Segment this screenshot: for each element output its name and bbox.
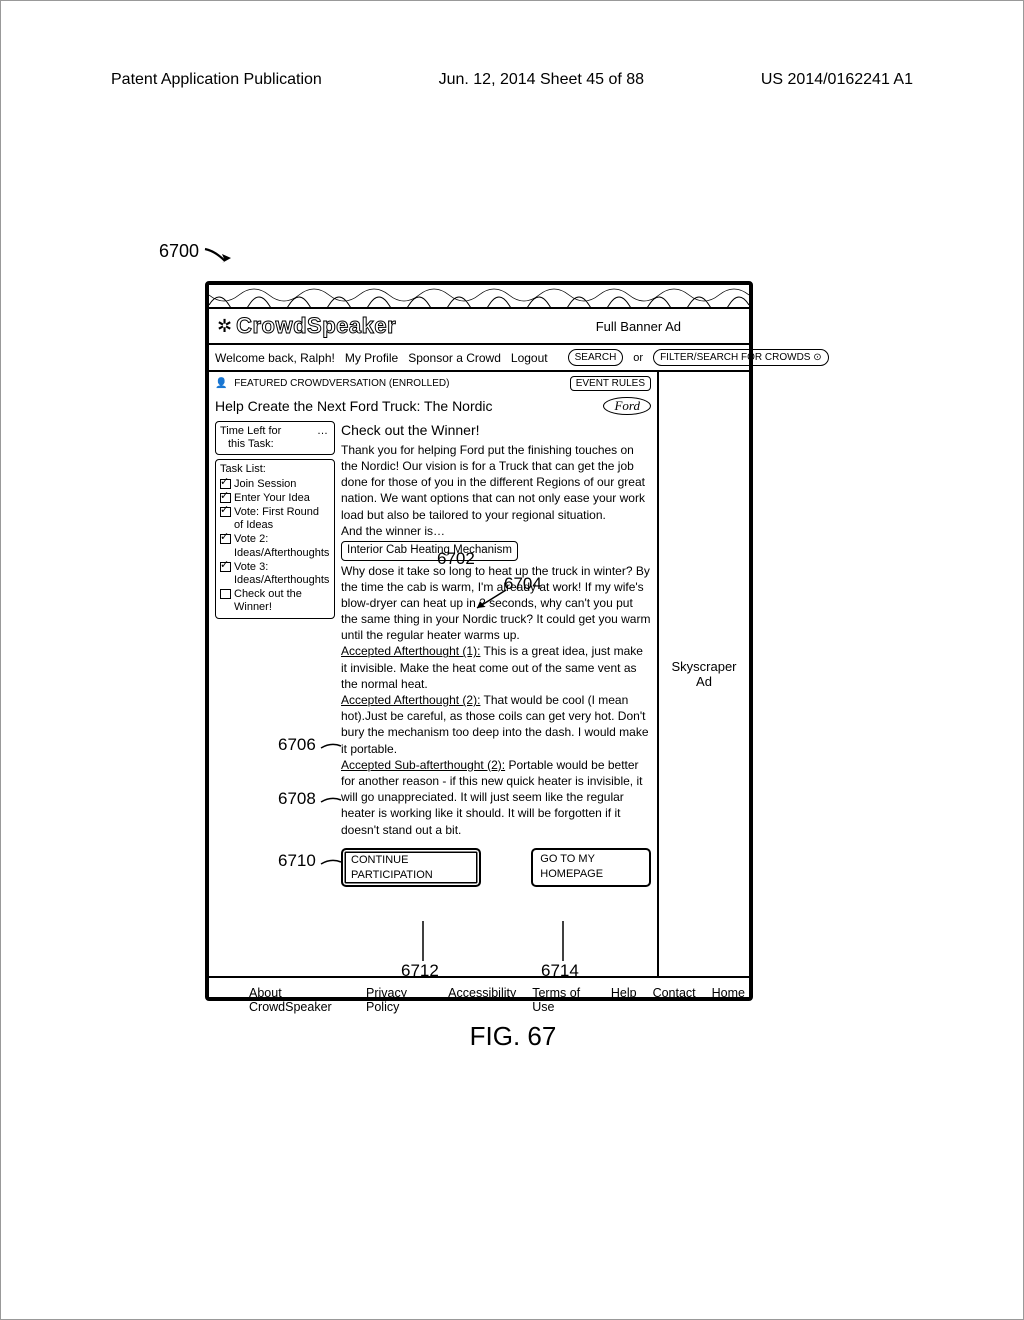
task-item[interactable]: Join Session — [220, 478, 330, 491]
continue-button[interactable]: CONTINUE PARTICIPATION — [341, 848, 481, 888]
callout-6702: 6702 — [437, 549, 475, 569]
timer-l1: Time Left for — [220, 425, 281, 437]
leader-6712 — [416, 919, 430, 963]
callout-6714: 6714 — [541, 961, 579, 981]
filter-search-button[interactable]: FILTER/SEARCH FOR CROWDS ⊙ — [653, 349, 829, 366]
featured-label: 👤 FEATURED CROWDVERSATION (ENROLLED) — [215, 378, 449, 389]
person-icon: 👤 — [215, 378, 227, 389]
idea-title-box: Interior Cab Heating Mechanism — [341, 541, 518, 561]
pub-center: Jun. 12, 2014 Sheet 45 of 88 — [439, 71, 645, 89]
footer-home[interactable]: Home — [712, 986, 745, 1012]
task-panel: Time Left for … this Task: Task List: Jo… — [215, 421, 335, 887]
logo-text: CrowdSpeaker — [236, 313, 396, 339]
callout-6710: 6710 — [278, 851, 316, 871]
checkbox-icon[interactable] — [220, 493, 231, 503]
footer-accessibility[interactable]: Accessibility — [448, 986, 516, 1012]
checkbox-icon[interactable] — [220, 534, 231, 544]
main-column: 👤 FEATURED CROWDVERSATION (ENROLLED) EVE… — [209, 372, 659, 976]
timer-box: Time Left for … this Task: — [215, 421, 335, 455]
task-item-label: Vote 3: Ideas/Afterthoughts — [234, 561, 330, 587]
ui-window: ✲ CrowdSpeaker Full Banner Ad Welcome ba… — [205, 281, 753, 1001]
timer-l2: this Task: — [220, 438, 330, 451]
task-item-label: Vote 2: Ideas/Afterthoughts — [234, 533, 330, 559]
nav-logout[interactable]: Logout — [511, 351, 548, 365]
sub2-label: Accepted Sub-afterthought (2): — [341, 758, 505, 772]
nav-profile[interactable]: My Profile — [345, 351, 398, 365]
task-item-label: Vote: First Round of Ideas — [234, 506, 330, 532]
footer-terms[interactable]: Terms of Use — [532, 986, 595, 1012]
sub-afterthought-2: Accepted Sub-afterthought (2): Portable … — [341, 757, 651, 838]
homepage-button[interactable]: GO TO MY HOMEPAGE — [531, 848, 651, 888]
footer-privacy[interactable]: Privacy Policy — [366, 986, 432, 1012]
logo-icon: ✲ — [217, 316, 232, 337]
ref-arrow-icon — [203, 247, 233, 267]
checkbox-icon[interactable] — [220, 589, 231, 599]
ref-6700: 6700 — [159, 241, 199, 262]
session-title: Help Create the Next Ford Truck: The Nor… — [215, 398, 493, 414]
task-item-label: Check out the Winner! — [234, 588, 330, 614]
search-button[interactable]: SEARCH — [568, 349, 624, 366]
event-rules-button[interactable]: EVENT RULES — [570, 376, 651, 391]
callout-6708: 6708 — [278, 789, 316, 809]
leader-6704 — [471, 584, 511, 614]
afterthought-2: Accepted Afterthought (2): That would be… — [341, 692, 651, 757]
leader-6708 — [319, 794, 343, 808]
nav-or: or — [633, 352, 643, 364]
checkbox-icon[interactable] — [220, 479, 231, 489]
callout-6712: 6712 — [401, 961, 439, 981]
nav-sponsor[interactable]: Sponsor a Crowd — [408, 351, 501, 365]
and-winner: And the winner is… — [341, 523, 651, 539]
nav-welcome: Welcome back, Ralph! — [215, 351, 335, 365]
winner-heading: Check out the Winner! — [341, 421, 651, 440]
aft1-label: Accepted Afterthought (1): — [341, 644, 480, 658]
task-item[interactable]: Vote 3: Ideas/Afterthoughts — [220, 561, 330, 587]
task-item[interactable]: Vote: First Round of Ideas — [220, 506, 330, 532]
aft2-label: Accepted Afterthought (2): — [341, 693, 480, 707]
winner-intro: Thank you for helping Ford put the finis… — [341, 442, 651, 523]
footer-help[interactable]: Help — [611, 986, 637, 1012]
task-item[interactable]: Vote 2: Ideas/Afterthoughts — [220, 533, 330, 559]
task-list-header: Task List: — [220, 463, 330, 476]
logo-row: ✲ CrowdSpeaker Full Banner Ad — [209, 309, 749, 345]
figure-label: FIG. 67 — [1, 1021, 1024, 1052]
task-item-label: Join Session — [234, 478, 296, 491]
full-banner-ad: Full Banner Ad — [596, 319, 741, 334]
footer-about[interactable]: About CrowdSpeaker — [249, 986, 350, 1012]
timer-dots: … — [317, 425, 330, 438]
leader-6714 — [556, 919, 570, 963]
task-list-box: Task List: Join SessionEnter Your IdeaVo… — [215, 459, 335, 619]
brand-badge: Ford — [603, 397, 651, 415]
callout-6706: 6706 — [278, 735, 316, 755]
pub-left: Patent Application Publication — [111, 71, 322, 89]
skyscraper-ad: Skyscraper Ad — [659, 372, 749, 976]
featured-text: FEATURED CROWDVERSATION (ENROLLED) — [234, 378, 449, 389]
footer: About CrowdSpeaker Privacy Policy Access… — [209, 976, 749, 1016]
checkbox-icon[interactable] — [220, 507, 231, 517]
nav-row: Welcome back, Ralph! My Profile Sponsor … — [209, 345, 749, 372]
leader-6710 — [319, 856, 343, 870]
checkbox-icon[interactable] — [220, 562, 231, 572]
leader-6706 — [319, 740, 343, 754]
winner-column: Check out the Winner! Thank you for help… — [341, 421, 651, 887]
decorative-banner — [209, 285, 749, 309]
afterthought-1: Accepted Afterthought (1): This is a gre… — [341, 643, 651, 692]
task-item-label: Enter Your Idea — [234, 492, 310, 505]
task-item[interactable]: Enter Your Idea — [220, 492, 330, 505]
logo: ✲ CrowdSpeaker — [217, 313, 396, 339]
task-item[interactable]: Check out the Winner! — [220, 588, 330, 614]
pub-right: US 2014/0162241 A1 — [761, 71, 913, 89]
footer-contact[interactable]: Contact — [653, 986, 696, 1012]
